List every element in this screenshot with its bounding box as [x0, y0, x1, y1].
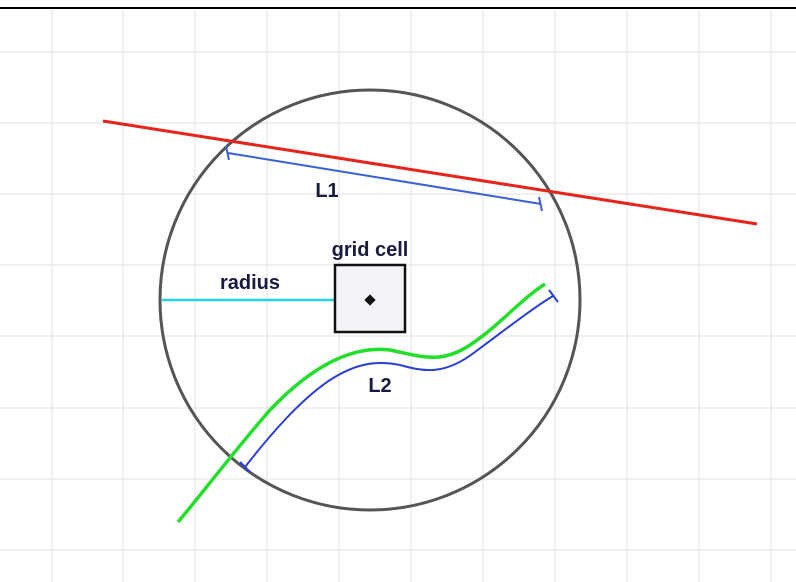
l2-tick	[548, 289, 559, 303]
red-line	[102, 119, 758, 226]
l2-label: L2	[368, 375, 391, 397]
l2-curve	[244, 295, 554, 468]
grid-cell-label: grid cell	[332, 239, 409, 261]
l2-tick	[239, 461, 251, 473]
l1-bracket	[225, 145, 543, 212]
search-circle	[158, 88, 582, 512]
green-line	[176, 282, 546, 524]
radius-label: radius	[220, 272, 280, 294]
cell-center	[364, 294, 376, 306]
l1-label: L1	[315, 180, 338, 202]
